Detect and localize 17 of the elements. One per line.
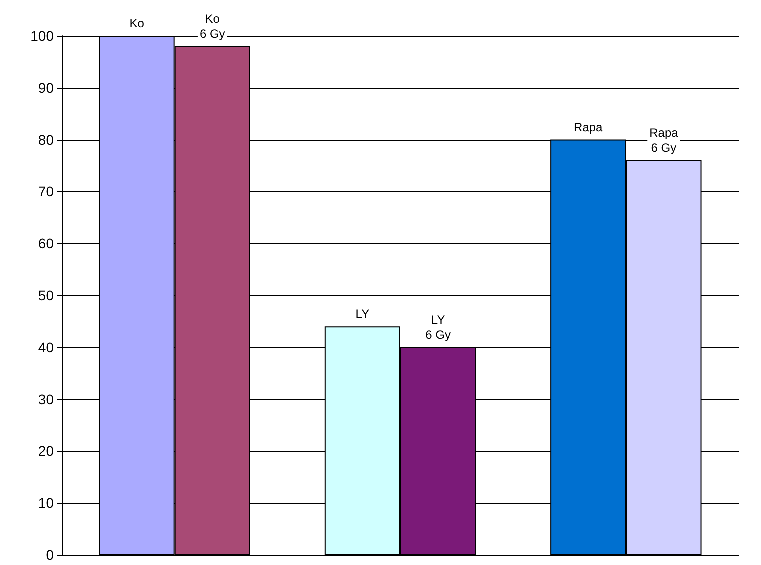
y-tick-label: 40 — [38, 339, 54, 356]
series-label: LY — [356, 307, 370, 322]
series-label: Ko — [130, 16, 145, 30]
y-tick-label: 30 — [38, 391, 54, 408]
y-tick-label: 80 — [38, 132, 54, 148]
series-label: Rapa 6 Gy — [650, 126, 679, 156]
y-tick-label: 10 — [38, 495, 54, 512]
y-tick-label: 50 — [38, 288, 54, 304]
y-tick-label: 20 — [38, 443, 54, 460]
y-tick-label: 100 — [30, 28, 54, 44]
series-label: Rapa — [574, 120, 604, 134]
y-tick-label: 90 — [38, 80, 54, 96]
series-label: Ko 6 Gy — [200, 12, 226, 41]
y-tick-label: 70 — [38, 184, 54, 200]
series-label: LY 6 Gy — [426, 312, 451, 342]
y-tick-label: 60 — [38, 236, 54, 252]
y-tick-label: 0 — [46, 547, 54, 563]
